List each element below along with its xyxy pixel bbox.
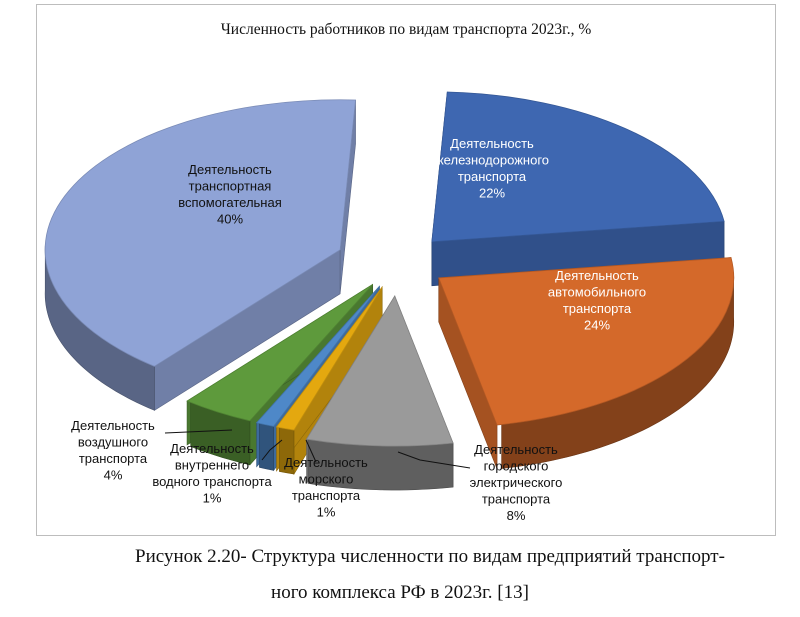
data-label-text: Деятельность	[284, 455, 368, 470]
leader-line	[305, 439, 317, 463]
data-label: Деятельность воздушного транспорта 4%	[71, 418, 155, 483]
pie-slice	[431, 91, 725, 287]
data-label-text: транспорта	[292, 488, 361, 503]
data-label-text: Деятельность	[170, 441, 254, 456]
data-label-percent: 8%	[507, 508, 526, 523]
data-label-text: Деятельность	[474, 442, 558, 457]
data-label: Деятельность городского электрического тран…	[470, 442, 563, 523]
data-label-text: транспорта	[79, 451, 148, 466]
data-label-text: автомобильного	[548, 285, 646, 300]
data-label: Деятельность внутреннего водного транспорт…	[152, 441, 272, 506]
data-label-percent: 1%	[203, 491, 222, 506]
leader-line	[261, 439, 283, 461]
data-label-text: транспортная	[189, 179, 272, 194]
data-label-percent: 22%	[479, 186, 505, 201]
data-label-text: Деятельность	[188, 162, 272, 177]
data-label-percent: 4%	[104, 468, 123, 483]
pie-slice	[438, 257, 735, 470]
data-label-text: транспорта	[482, 492, 551, 507]
data-label-text: городского	[484, 459, 549, 474]
data-label: Деятельность железнодорожного транспорта 22…	[435, 136, 549, 201]
data-label-text: транспорта	[458, 169, 527, 184]
data-label-text: электрического	[470, 475, 563, 490]
data-label-text: Деятельность	[450, 136, 534, 151]
data-label: Деятельность транспортная вспомогательная 4…	[178, 162, 282, 227]
figure-caption-line-2: ного комплекса РФ в 2023г. [13]	[271, 582, 529, 603]
chart-title: Численность работников по видам транспор…	[220, 21, 592, 38]
data-label-percent: 40%	[217, 212, 243, 227]
data-label-text: транспорта	[563, 301, 632, 316]
leader-line	[397, 451, 471, 469]
data-label-text: Деятельность	[555, 268, 639, 283]
data-label-text: вспомогательная	[178, 195, 282, 210]
data-label-text: водного транспорта	[152, 474, 272, 489]
pie-slice	[44, 99, 356, 411]
data-label: Деятельность автомобильного транспорта 24%	[548, 268, 646, 333]
leader-line	[164, 429, 233, 434]
data-label-text: морского	[299, 472, 354, 487]
data-label-text: внутреннего	[175, 458, 249, 473]
data-label: Деятельность морского транспорта 1%	[284, 455, 368, 520]
data-label-text: железнодорожного	[435, 153, 549, 168]
pie-slice	[305, 294, 454, 491]
figure-caption-line-1: Рисунок 2.20- Структура численности по в…	[135, 546, 725, 567]
data-label-percent: 1%	[317, 505, 336, 520]
data-label-percent: 24%	[584, 318, 610, 333]
data-label-text: Деятельность	[71, 418, 155, 433]
data-label-text: воздушного	[78, 435, 148, 450]
